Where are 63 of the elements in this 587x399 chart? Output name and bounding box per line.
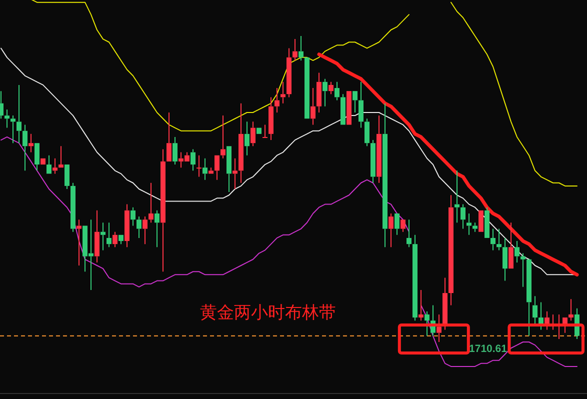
candlestick: [388, 212, 394, 248]
candlestick: [202, 158, 208, 180]
candlestick: [100, 222, 106, 251]
candlestick: [148, 182, 154, 224]
candlestick: [424, 310, 430, 336]
candlestick: [568, 298, 574, 322]
candlestick: [4, 108, 10, 128]
candlestick: [250, 121, 256, 147]
candlestick: [280, 81, 286, 104]
candlestick: [514, 240, 520, 263]
candlestick: [76, 219, 82, 266]
candlestick: [298, 36, 304, 61]
candlestick: [406, 219, 412, 248]
candlestick: [328, 81, 334, 95]
candlestick: [160, 148, 166, 272]
candlestick: [94, 210, 100, 263]
candlestick: [22, 124, 28, 172]
candlestick: [70, 182, 76, 232]
candlestick: [334, 81, 340, 101]
candlestick: [466, 212, 472, 236]
candlestick: [136, 216, 142, 238]
candlestick: [322, 78, 328, 107]
candlestick: [358, 81, 364, 128]
candlestick: [412, 234, 418, 322]
candlestick: [196, 154, 202, 178]
candlestick: [496, 228, 502, 251]
candlestick: [316, 72, 322, 113]
candlestick: [448, 194, 454, 306]
candlestick: [142, 216, 148, 245]
candlestick: [502, 237, 508, 282]
candlestick: [52, 158, 58, 174]
candlestick: [268, 96, 274, 141]
candlestick: [460, 204, 466, 230]
candlestick: [238, 102, 244, 184]
candlestick: [244, 121, 250, 156]
candlestick: [292, 38, 298, 61]
candlestick: [454, 170, 460, 224]
candlestick: [106, 222, 112, 248]
candlestick: [172, 136, 178, 166]
candlestick: [232, 158, 238, 190]
candlestick: [124, 204, 130, 248]
candlestick: [190, 148, 196, 172]
candlestick: [520, 252, 526, 288]
candlestick: [16, 84, 22, 144]
candlestick: [310, 88, 316, 126]
candlestick: [220, 115, 226, 159]
candlestick: [364, 118, 370, 147]
candlestick: [472, 222, 478, 232]
candlestick: [28, 133, 34, 153]
candlestick: [382, 102, 388, 248]
candlestick: [436, 314, 442, 342]
candlestick: [154, 210, 160, 248]
candlestick: [286, 48, 292, 98]
candlestick: [112, 231, 118, 248]
candlestick: [370, 140, 376, 184]
candlestick: [532, 296, 538, 324]
candlestick: [418, 289, 424, 322]
candlestick: [490, 228, 496, 251]
text: 黄金两小时布林带: [200, 303, 336, 323]
candlestick: [10, 115, 16, 144]
candlestick: [130, 206, 136, 226]
candlestick: [274, 88, 280, 113]
candlestick: [376, 115, 382, 184]
